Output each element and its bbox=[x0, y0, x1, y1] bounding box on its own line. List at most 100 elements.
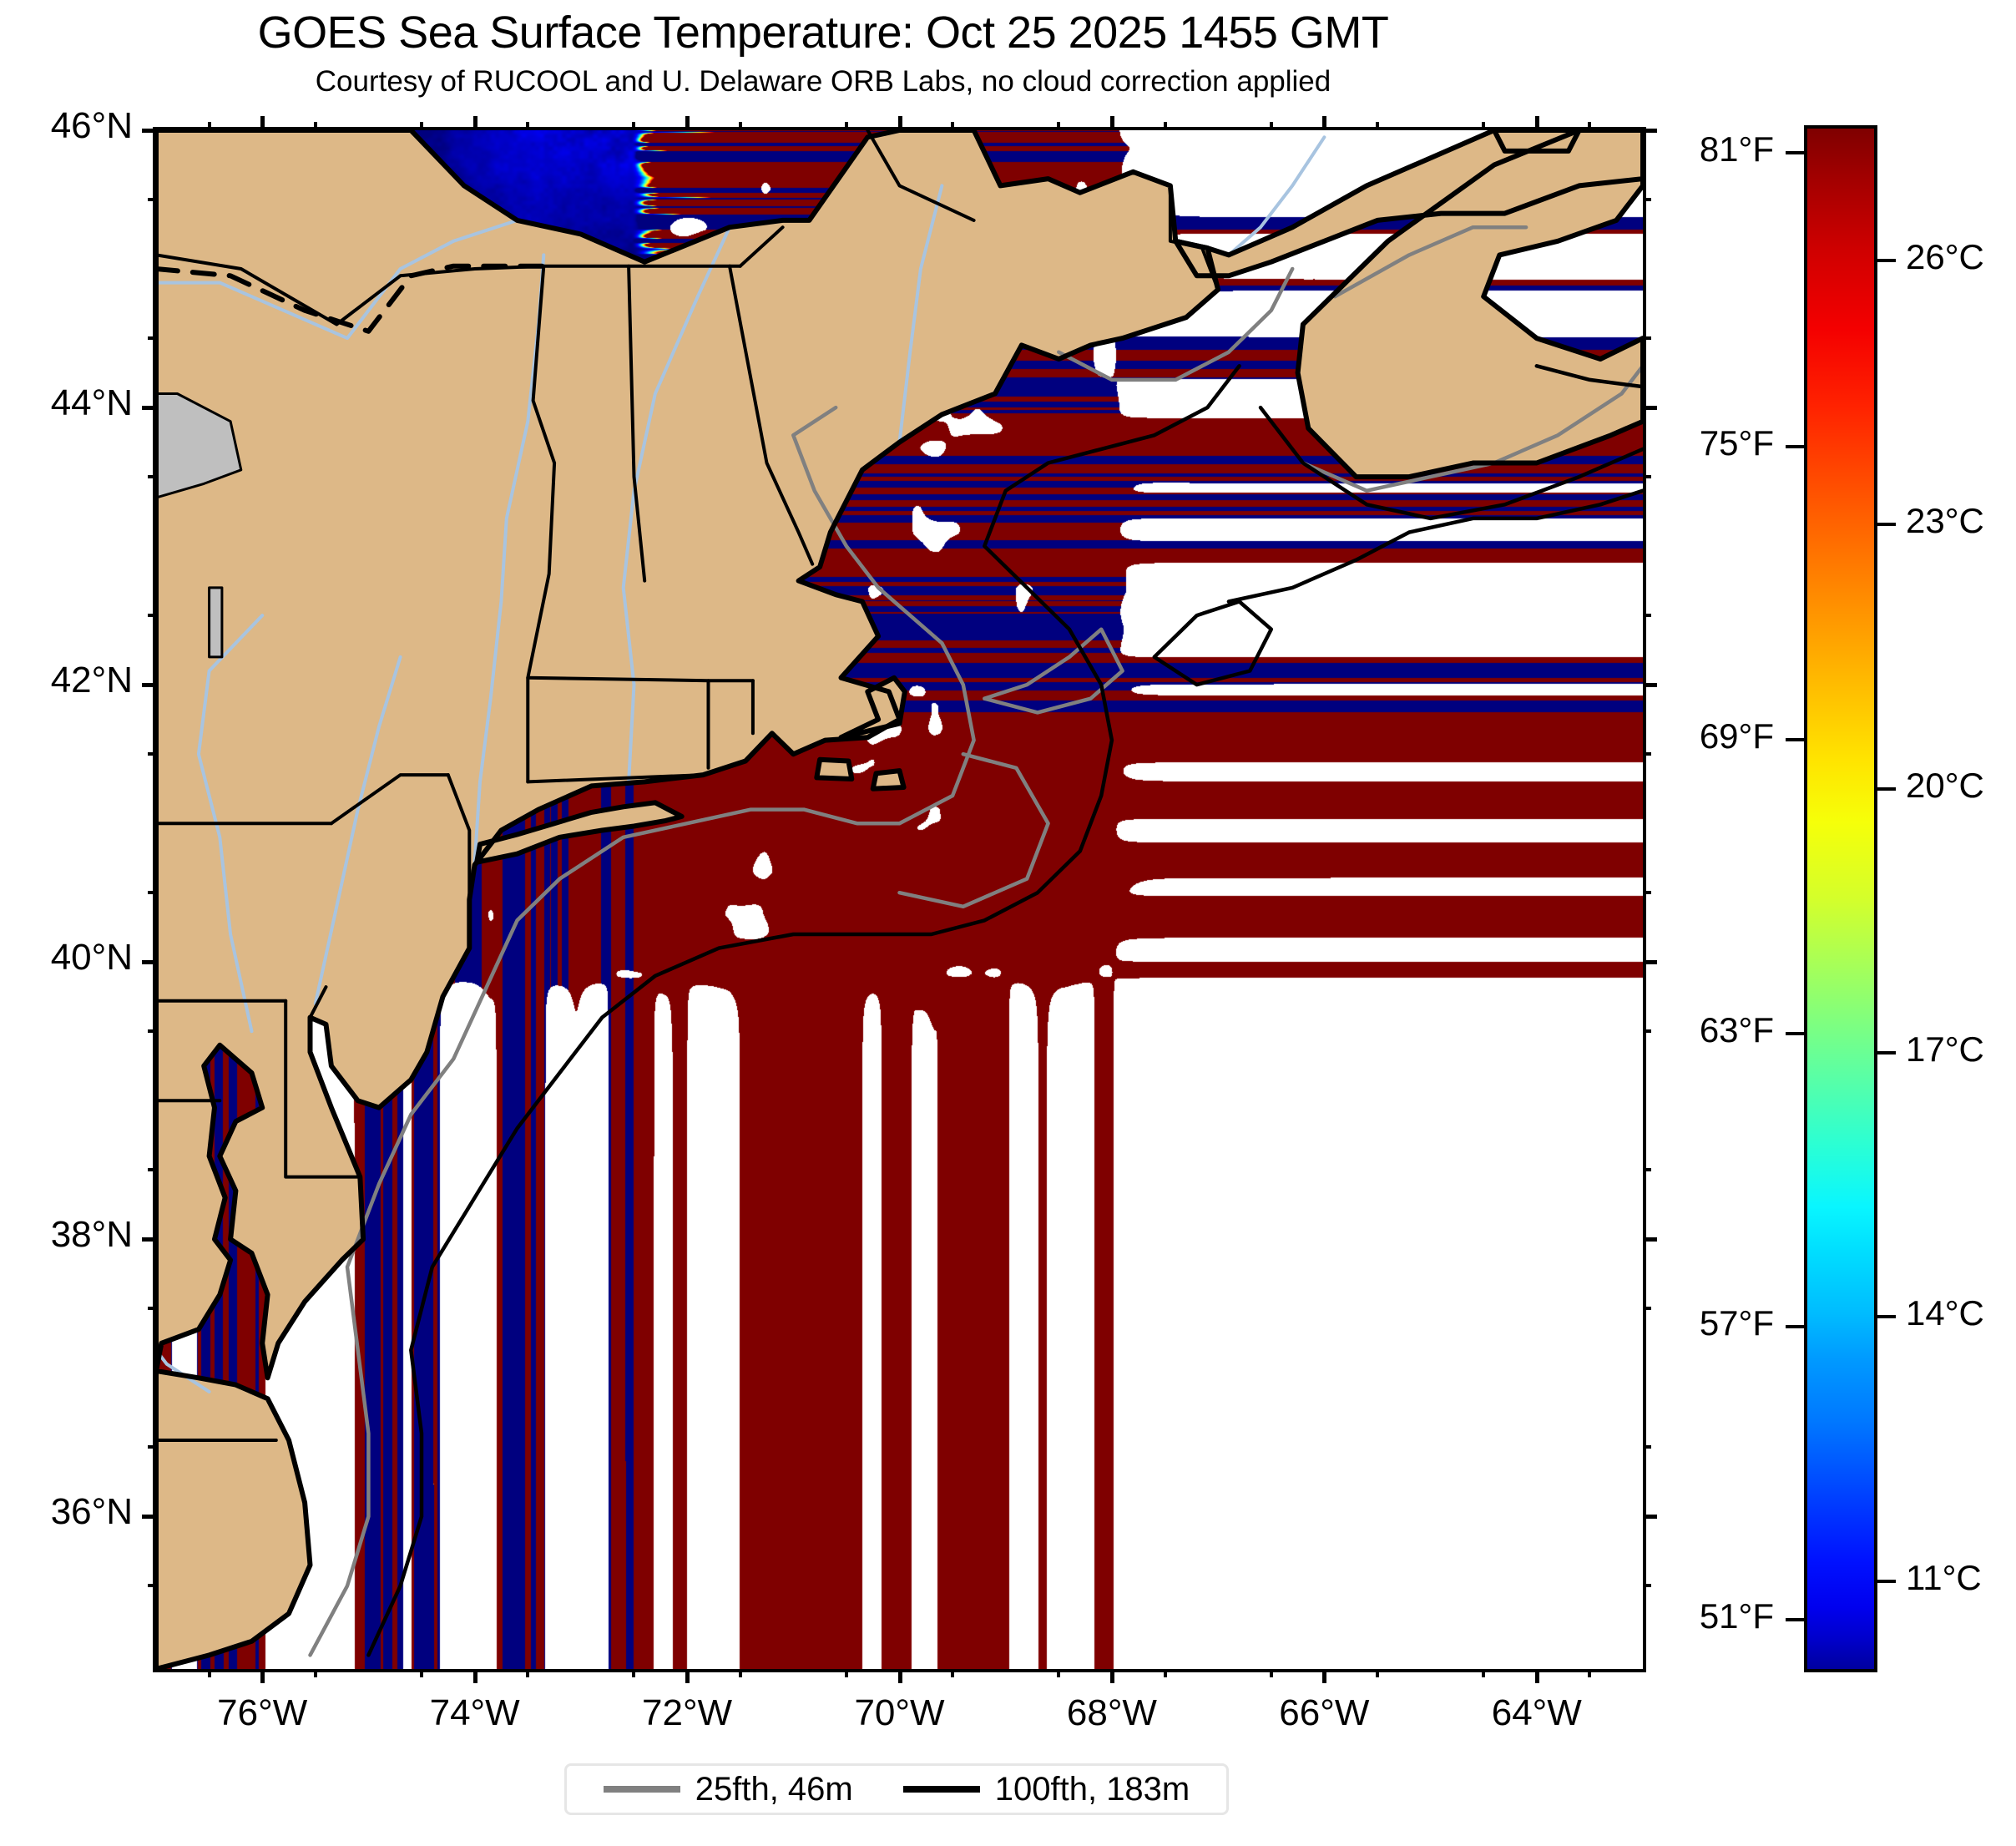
y-tick-minor bbox=[148, 336, 156, 341]
y-tick-major bbox=[142, 1515, 156, 1520]
y-tick-minor bbox=[148, 1029, 156, 1034]
colorbar-label-celsius: 11°C bbox=[1906, 1557, 1982, 1597]
page-title: GOES Sea Surface Temperature: Oct 25 202… bbox=[257, 8, 1389, 58]
bathymetry-legend: 25fth, 46m 100fth, 183m bbox=[564, 1763, 1229, 1815]
x-tick-minor-top bbox=[1375, 122, 1379, 130]
colorbar-tick-fahrenheit bbox=[1786, 1618, 1804, 1622]
x-tick-major bbox=[1534, 1669, 1539, 1683]
x-tick-minor bbox=[1057, 1669, 1061, 1677]
colorbar-tick-fahrenheit bbox=[1786, 151, 1804, 155]
colorbar-label-fahrenheit: 69°F bbox=[1699, 716, 1774, 756]
y-tick-minor bbox=[148, 891, 156, 895]
x-tick-major bbox=[685, 1669, 690, 1683]
x-tick-minor-top bbox=[1269, 122, 1273, 130]
y-axis-tick-label: 44°N bbox=[50, 382, 133, 424]
x-tick-major bbox=[260, 1669, 265, 1683]
colorbar-tick-fahrenheit bbox=[1786, 1031, 1804, 1035]
y-tick-minor-right bbox=[1643, 336, 1651, 341]
y-tick-minor bbox=[148, 614, 156, 618]
y-tick-major bbox=[142, 406, 156, 411]
x-tick-major bbox=[1322, 1669, 1327, 1683]
x-tick-major-top bbox=[685, 116, 690, 130]
y-tick-minor bbox=[148, 1168, 156, 1172]
y-tick-minor bbox=[148, 752, 156, 756]
y-tick-minor-right bbox=[1643, 1029, 1651, 1034]
y-tick-major-right bbox=[1643, 683, 1657, 688]
sst-colorbar[interactable] bbox=[1804, 125, 1877, 1672]
x-tick-minor bbox=[207, 1669, 211, 1677]
x-tick-minor bbox=[526, 1669, 530, 1677]
y-tick-minor-right bbox=[1643, 1445, 1651, 1449]
x-tick-minor bbox=[1269, 1669, 1273, 1677]
y-tick-major bbox=[142, 683, 156, 688]
x-tick-minor bbox=[738, 1669, 742, 1677]
colorbar-tick-celsius bbox=[1877, 1315, 1896, 1319]
colorbar-tick-fahrenheit bbox=[1786, 738, 1804, 742]
x-tick-major-top bbox=[1534, 116, 1539, 130]
legend-item-100fth: 100fth, 183m bbox=[902, 1771, 1190, 1808]
y-axis-tick-label: 46°N bbox=[50, 105, 133, 146]
x-axis-tick-label: 70°W bbox=[854, 1692, 945, 1733]
sst-map-axes[interactable] bbox=[153, 127, 1646, 1672]
colorbar-label-fahrenheit: 75°F bbox=[1699, 422, 1774, 463]
map-clip bbox=[156, 130, 1643, 1669]
legend-swatch-100fth bbox=[902, 1786, 980, 1793]
y-tick-minor-right bbox=[1643, 752, 1651, 756]
x-tick-minor-top bbox=[420, 122, 424, 130]
y-tick-minor-right bbox=[1643, 1168, 1651, 1172]
y-tick-major bbox=[142, 1237, 156, 1242]
colorbar-label-fahrenheit: 81°F bbox=[1699, 129, 1774, 169]
y-axis-tick-label: 40°N bbox=[50, 937, 133, 979]
colorbar-label-celsius: 23°C bbox=[1906, 501, 1984, 541]
colorbar-tick-celsius bbox=[1877, 1051, 1896, 1054]
colorbar-label-fahrenheit: 51°F bbox=[1699, 1596, 1774, 1636]
y-tick-minor-right bbox=[1643, 1307, 1651, 1311]
x-axis-tick-label: 76°W bbox=[217, 1692, 308, 1733]
x-tick-minor bbox=[313, 1669, 317, 1677]
y-tick-major bbox=[142, 129, 156, 133]
colorbar-tick-celsius bbox=[1877, 786, 1896, 791]
x-tick-major-top bbox=[260, 116, 265, 130]
x-tick-major bbox=[897, 1669, 902, 1683]
y-tick-major bbox=[142, 960, 156, 965]
x-axis-tick-label: 74°W bbox=[429, 1692, 520, 1733]
y-tick-minor-right bbox=[1643, 198, 1651, 202]
y-tick-minor-right bbox=[1643, 1584, 1651, 1588]
y-tick-minor bbox=[148, 1584, 156, 1588]
y-tick-major-right bbox=[1643, 1237, 1657, 1242]
x-tick-minor bbox=[1163, 1669, 1167, 1677]
x-tick-major bbox=[1109, 1669, 1114, 1683]
y-tick-minor bbox=[148, 198, 156, 202]
x-tick-minor bbox=[951, 1669, 955, 1677]
colorbar-label-fahrenheit: 63°F bbox=[1699, 1009, 1774, 1049]
x-axis-tick-label: 66°W bbox=[1279, 1692, 1370, 1733]
x-tick-major-top bbox=[1322, 116, 1327, 130]
y-axis-tick-label: 36°N bbox=[50, 1491, 133, 1533]
x-tick-minor bbox=[1375, 1669, 1379, 1677]
x-tick-minor-top bbox=[632, 122, 636, 130]
colorbar-tick-celsius bbox=[1877, 1579, 1896, 1583]
colorbar-tick-fahrenheit bbox=[1786, 444, 1804, 448]
x-tick-major-top bbox=[897, 116, 902, 130]
colorbar-label-fahrenheit: 57°F bbox=[1699, 1303, 1774, 1343]
x-tick-minor-top bbox=[844, 122, 848, 130]
y-tick-major-right bbox=[1643, 1515, 1657, 1520]
colorbar-label-celsius: 14°C bbox=[1906, 1293, 1984, 1333]
legend-label-25fth: 25fth, 46m bbox=[695, 1771, 853, 1808]
x-tick-major-top bbox=[472, 116, 477, 130]
y-tick-minor bbox=[148, 1445, 156, 1449]
x-tick-minor bbox=[1588, 1669, 1592, 1677]
x-tick-major bbox=[472, 1669, 477, 1683]
sst-raster-layer bbox=[156, 130, 1643, 1669]
x-tick-minor bbox=[632, 1669, 636, 1677]
y-axis-tick-label: 42°N bbox=[50, 660, 133, 701]
y-tick-minor-right bbox=[1643, 891, 1651, 895]
x-tick-minor-top bbox=[1057, 122, 1061, 130]
legend-label-100fth: 100fth, 183m bbox=[994, 1771, 1190, 1808]
x-tick-minor-top bbox=[1588, 122, 1592, 130]
y-tick-major-right bbox=[1643, 406, 1657, 411]
legend-swatch-25fth bbox=[603, 1786, 680, 1793]
x-tick-minor-top bbox=[1163, 122, 1167, 130]
y-tick-minor bbox=[148, 475, 156, 479]
x-tick-minor-top bbox=[526, 122, 530, 130]
